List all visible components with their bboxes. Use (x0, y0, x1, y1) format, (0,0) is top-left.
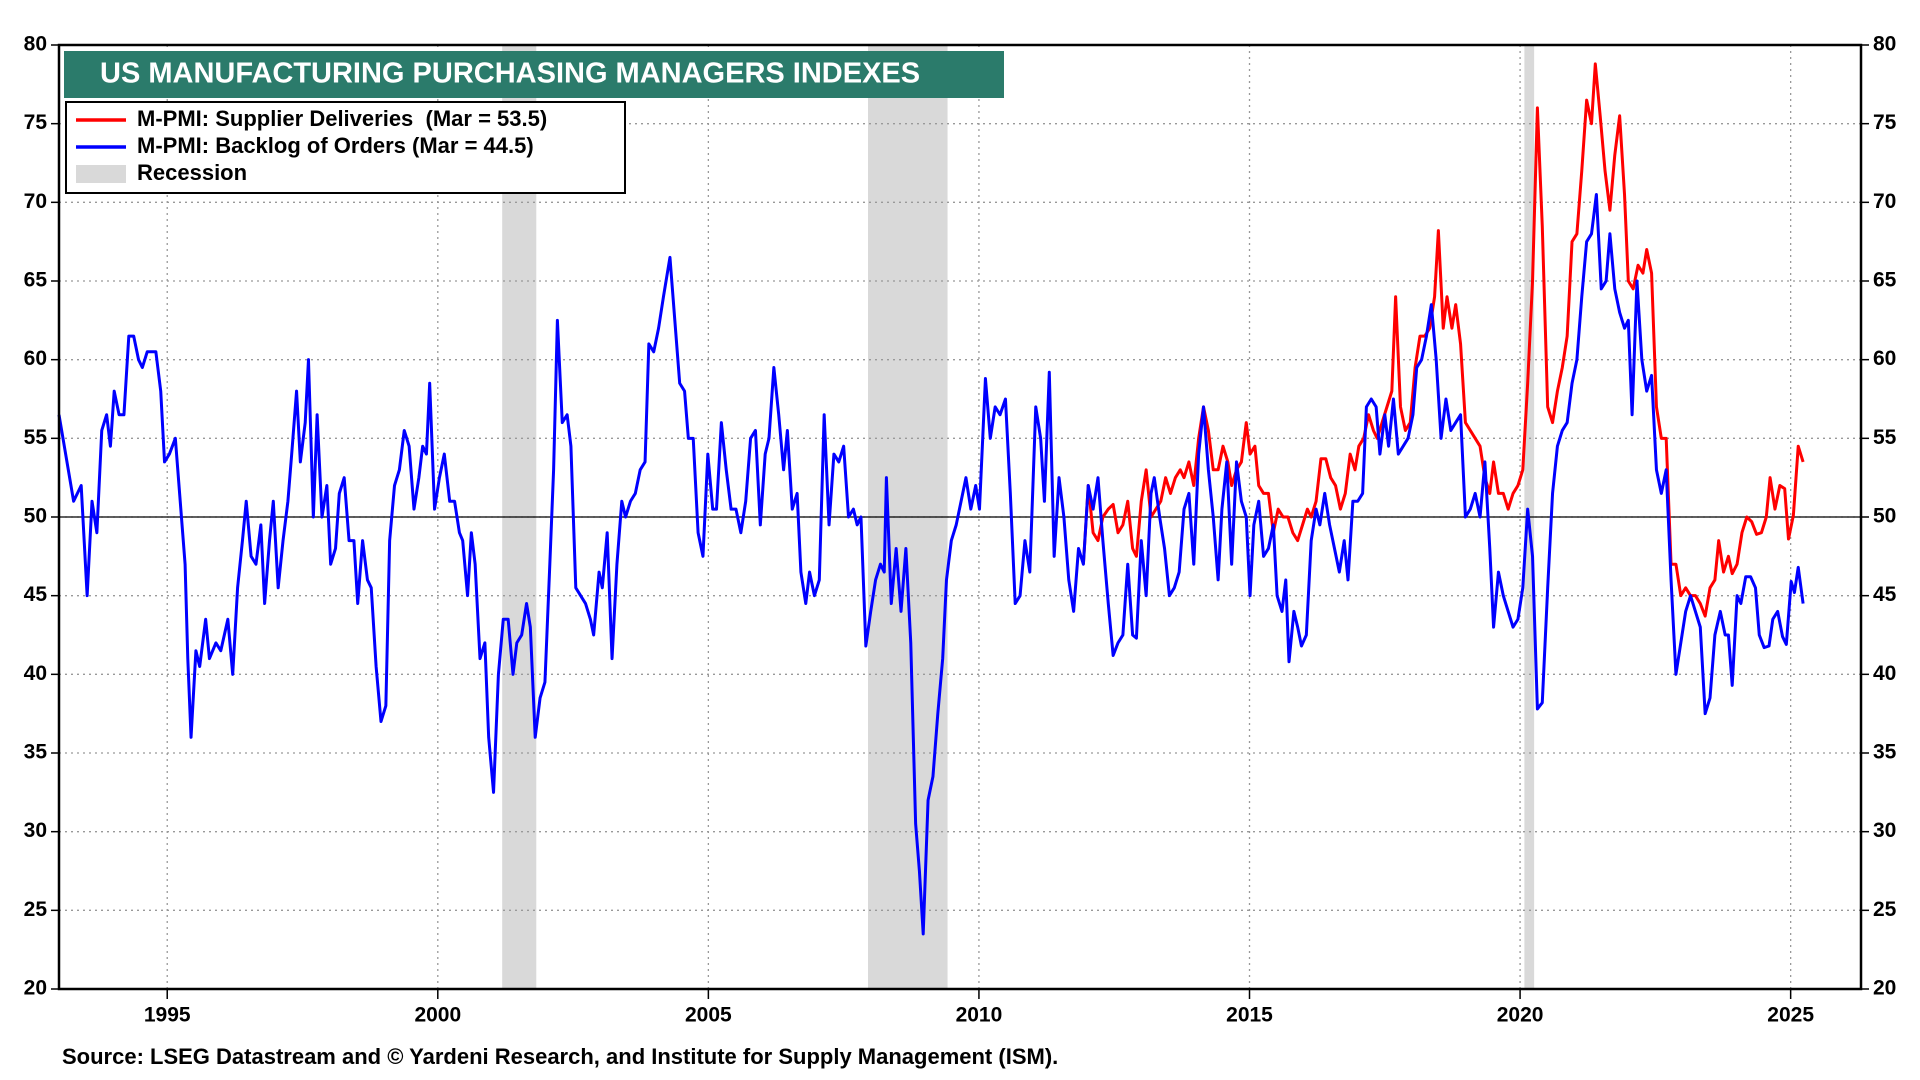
y2-tick-label: 25 (1873, 898, 1897, 921)
y-tick-label: 35 (24, 741, 48, 764)
y-tick-label: 30 (24, 819, 47, 842)
y2-tick-label: 50 (1873, 505, 1896, 528)
x-tick-label: 2010 (956, 1004, 1003, 1027)
y-tick-label: 80 (24, 33, 47, 56)
legend: M-PMI: Supplier Deliveries (Mar = 53.5)M… (76, 106, 547, 185)
y-tick-label: 50 (24, 505, 47, 528)
y-tick-label: 60 (24, 347, 47, 370)
y2-tick-label: 80 (1873, 33, 1896, 56)
x-tick-label: 1995 (144, 1004, 191, 1027)
series-layer (57, 62, 1805, 936)
y2-tick-label: 20 (1873, 977, 1896, 1000)
y-tick-label: 65 (24, 269, 48, 292)
y-tick-label: 25 (24, 898, 48, 921)
x-tick-label: 2020 (1497, 1004, 1544, 1027)
series-line (57, 192, 1805, 936)
legend-label: M-PMI: Supplier Deliveries (Mar = 53.5) (137, 106, 547, 131)
y2-tick-label: 65 (1873, 269, 1897, 292)
legend-swatch (76, 165, 126, 183)
x-tick-label: 2025 (1767, 1004, 1814, 1027)
chart-title: US MANUFACTURING PURCHASING MANAGERS IND… (100, 58, 920, 90)
legend-box (65, 101, 626, 194)
y-tick-label: 70 (24, 190, 47, 213)
legend-label: M-PMI: Backlog of Orders (Mar = 44.5) (137, 133, 534, 158)
x-tick-label: 2005 (685, 1004, 732, 1027)
y2-tick-label: 70 (1873, 190, 1896, 213)
y2-tick-label: 40 (1873, 662, 1896, 685)
x-tick-label: 2000 (414, 1004, 461, 1027)
y2-tick-label: 45 (1873, 583, 1897, 606)
legend-label: Recession (137, 160, 247, 185)
y2-tick-label: 60 (1873, 347, 1896, 370)
y2-tick-label: 30 (1873, 819, 1896, 842)
y-tick-label: 75 (24, 111, 48, 134)
y2-tick-label: 75 (1873, 111, 1897, 134)
y-tick-label: 45 (24, 583, 48, 606)
x-tick-label: 2015 (1226, 1004, 1273, 1027)
title-banner (64, 51, 1004, 98)
source-note: Source: LSEG Datastream and © Yardeni Re… (62, 1044, 1058, 1069)
tick-layer: 2025303540455055606570758020253035404550… (24, 33, 1897, 1027)
y-tick-label: 20 (24, 977, 47, 1000)
y2-tick-label: 55 (1873, 426, 1897, 449)
y-tick-label: 55 (24, 426, 48, 449)
y-tick-label: 40 (24, 662, 47, 685)
y2-tick-label: 35 (1873, 741, 1897, 764)
